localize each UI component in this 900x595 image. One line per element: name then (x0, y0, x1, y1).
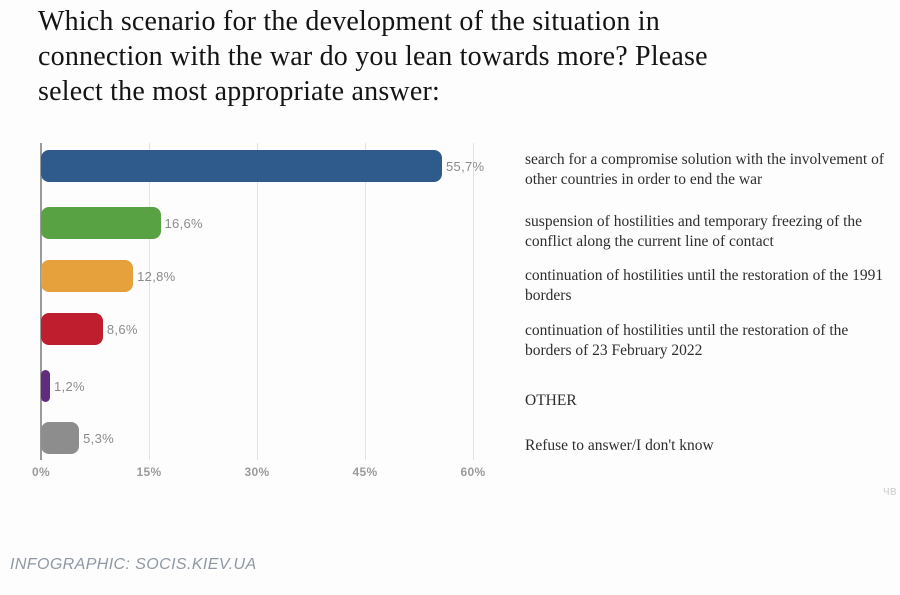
x-tick-label: 60% (460, 465, 486, 479)
legend-item: suspension of hostilities and temporary … (525, 213, 863, 250)
gridline (149, 143, 150, 460)
page-title-line-2: connection with the war do you lean towa… (38, 41, 708, 72)
gridline (473, 143, 474, 460)
chart-legend: search for a compromise solution with th… (525, 0, 887, 595)
bar-chart: 0% 15% 30% 45% 60% 55,7% 16,6% 12,8% 8,6% 1,2% 5,3… (32, 143, 486, 493)
watermark-fragment: чв (883, 483, 897, 498)
page-title-line-1: Which scenario for the development of th… (38, 6, 660, 37)
legend-item: Refuse to answer/I don't know (525, 437, 714, 454)
bar-value-label: 8,6% (106, 322, 138, 337)
gridline (365, 143, 366, 460)
page-title-line-3: select the most appropriate answer: (38, 76, 440, 107)
bar (41, 260, 134, 292)
bar-value-label: 1,2% (54, 379, 85, 394)
bar-value-label: 55,7% (446, 159, 485, 174)
bar (41, 370, 50, 402)
x-tick-label: 30% (244, 465, 270, 479)
x-tick-label: 15% (136, 465, 162, 479)
gridline (257, 143, 258, 460)
infographic-credit: INFOGRAPHIC: SOCIS.KIEV.UA (10, 556, 257, 573)
legend-item: OTHER (525, 392, 577, 409)
bar (41, 422, 80, 454)
bar-value-label: 5,3% (83, 431, 114, 446)
x-tick-label: 0% (32, 465, 50, 479)
legend-item: continuation of hostilities until the re… (525, 267, 884, 304)
bar (41, 207, 161, 239)
bar-value-label: 16,6% (164, 216, 203, 231)
page-title: Which scenario for the development of th… (38, 4, 708, 109)
y-axis-line (40, 143, 42, 460)
bar (41, 313, 103, 345)
bar (41, 150, 443, 182)
legend-item: search for a compromise solution with th… (525, 151, 884, 188)
bar-value-label: 12,8% (137, 269, 176, 284)
legend-item: continuation of hostilities until the re… (525, 322, 849, 359)
x-tick-label: 45% (352, 465, 378, 479)
